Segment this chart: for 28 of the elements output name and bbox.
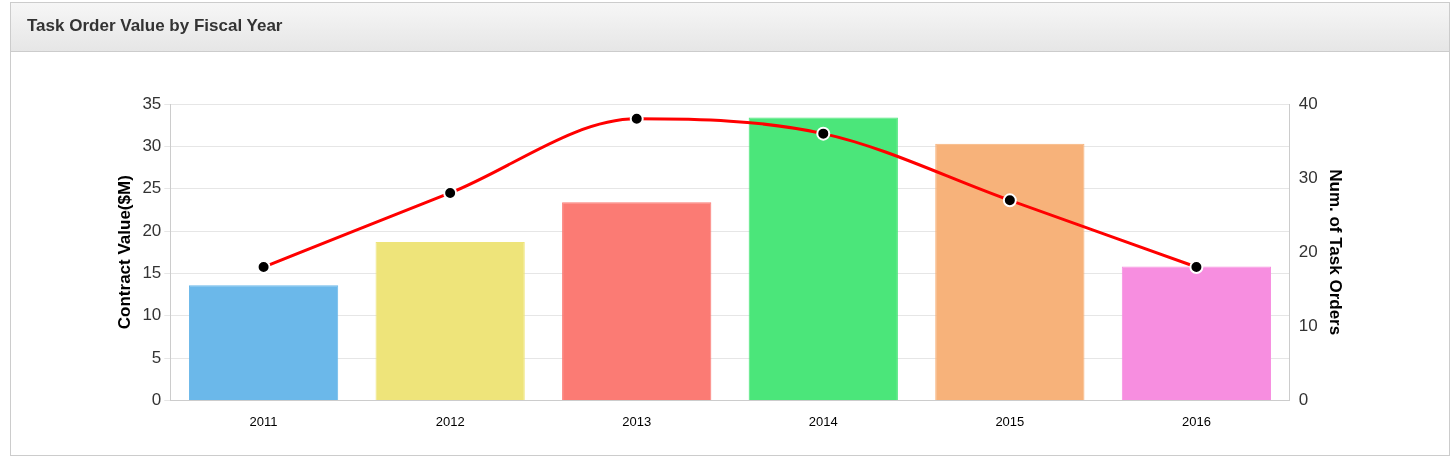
x-tick-label: 2011 [249, 413, 278, 429]
y2-tick-label: 30 [1298, 167, 1318, 187]
x-tick-label: 2016 [1181, 413, 1211, 429]
x-tick-label: 2012 [435, 413, 465, 429]
y-tick-label: 30 [142, 136, 162, 156]
chart-title: Task Order Value by Fiscal Year [11, 3, 1449, 52]
y-axis-title: Contract Value($M) [114, 175, 134, 330]
bar [188, 285, 339, 400]
bar [375, 242, 525, 400]
x-tick-label: 2015 [995, 413, 1025, 429]
y2-axis-title: Num. of Task Orders [1326, 169, 1346, 336]
y-tick-label: 20 [142, 220, 162, 240]
bar [562, 202, 712, 400]
x-tick-label: 2014 [808, 413, 838, 429]
y-tick-label: 35 [142, 93, 162, 113]
y-tick-label: 10 [142, 305, 162, 325]
y-tick-label: 5 [151, 347, 162, 367]
bar [1121, 266, 1272, 400]
y2-tick-label: 10 [1298, 315, 1318, 335]
bar [935, 143, 1085, 400]
y2-tick-label: 0 [1298, 390, 1309, 410]
y-tick-label: 25 [142, 178, 162, 198]
x-tick-label: 2013 [622, 413, 652, 429]
y-tick-label: 15 [142, 263, 162, 283]
y-tick-label: 0 [151, 390, 162, 410]
y2-tick-label: 20 [1298, 241, 1318, 261]
y2-tick-label: 40 [1298, 93, 1318, 113]
bar [748, 117, 898, 400]
